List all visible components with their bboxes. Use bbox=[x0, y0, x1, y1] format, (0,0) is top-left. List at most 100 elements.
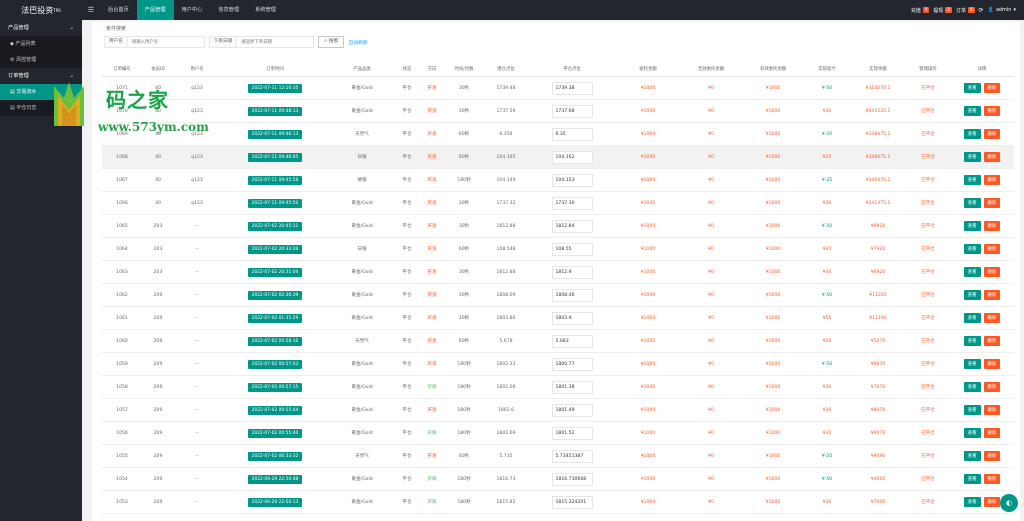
operation-cell: 已平仓 bbox=[906, 490, 950, 514]
delete-button[interactable]: 删除 bbox=[983, 313, 1001, 323]
auto-refresh-link[interactable]: 自动刷新 bbox=[348, 40, 368, 46]
order-time: 2022-07-02 00:57:43 bbox=[247, 359, 303, 369]
valid-amount-cell: ¥1000 bbox=[742, 214, 804, 238]
close-price-cell: 1808.46 bbox=[528, 283, 616, 307]
view-button[interactable]: 查看 bbox=[963, 428, 981, 438]
sidebar-item-close-log[interactable]: ▤ 平仓日志 bbox=[0, 100, 82, 116]
view-button[interactable]: 查看 bbox=[963, 221, 981, 231]
close-price[interactable]: 1800.77 bbox=[551, 357, 593, 371]
delete-button[interactable]: 删除 bbox=[983, 175, 1001, 185]
username-cell: q123 bbox=[174, 76, 220, 100]
delete-button[interactable]: 删除 bbox=[983, 290, 1001, 300]
delete-button[interactable]: 删除 bbox=[983, 359, 1001, 369]
delete-button[interactable]: 删除 bbox=[983, 106, 1001, 116]
view-button[interactable]: 查看 bbox=[963, 198, 981, 208]
search-button[interactable]: ⌕ 搜索 bbox=[318, 36, 345, 48]
view-button[interactable]: 查看 bbox=[963, 359, 981, 369]
valid-amount-cell: ¥1000 bbox=[742, 191, 804, 215]
close-price[interactable]: 5.73451387 bbox=[551, 449, 593, 463]
view-button[interactable]: 查看 bbox=[963, 106, 981, 116]
view-button[interactable]: 查看 bbox=[963, 451, 981, 461]
delete-button[interactable]: 删除 bbox=[983, 221, 1001, 231]
delete-button[interactable]: 删除 bbox=[983, 451, 1001, 461]
view-button[interactable]: 查看 bbox=[963, 267, 981, 277]
view-button[interactable]: 查看 bbox=[963, 244, 981, 254]
delete-button[interactable]: 删除 bbox=[983, 497, 1001, 507]
valid-amount-cell: ¥1000 bbox=[742, 329, 804, 353]
close-price[interactable]: 1812.9 bbox=[551, 265, 593, 279]
recharge-link[interactable]: 充值 0 bbox=[911, 7, 930, 14]
member-id-cell: 209 bbox=[142, 444, 174, 468]
valid-amount-cell: ¥1000 bbox=[742, 352, 804, 376]
actions-cell: 查看 删除 bbox=[950, 444, 1014, 468]
delete-button[interactable]: 删除 bbox=[983, 198, 1001, 208]
nav-info[interactable]: 信息管理 bbox=[218, 7, 240, 13]
close-price[interactable]: 1801.52 bbox=[551, 426, 593, 440]
close-price[interactable]: 104.162 bbox=[551, 150, 593, 164]
nav-system[interactable]: 系统管理 bbox=[255, 7, 276, 13]
close-price[interactable]: 108.55 bbox=[551, 242, 593, 256]
sidebar-group-orders[interactable]: 订单管理 ⌄ bbox=[0, 68, 82, 84]
order-link[interactable]: 订单 0 bbox=[956, 7, 975, 14]
close-price[interactable]: 1737.68 bbox=[551, 104, 593, 118]
pnl-cell: ¥30 bbox=[804, 260, 850, 284]
close-price[interactable]: 1815.324201 bbox=[551, 495, 593, 509]
balance-cell: ¥338475.1 bbox=[850, 122, 906, 146]
column-header: 用户名 bbox=[174, 62, 220, 77]
close-price[interactable]: 1739.38 bbox=[551, 81, 593, 95]
sidebar-item-label: 平仓日志 bbox=[16, 105, 37, 111]
close-price[interactable]: 1801.38 bbox=[551, 380, 593, 394]
view-button[interactable]: 查看 bbox=[963, 336, 981, 346]
close-price[interactable]: 1812.84 bbox=[551, 219, 593, 233]
view-button[interactable]: 查看 bbox=[963, 497, 981, 507]
close-price[interactable]: 1737.30 bbox=[551, 196, 593, 210]
delete-button[interactable]: 删除 bbox=[983, 267, 1001, 277]
delete-button[interactable]: 删除 bbox=[983, 129, 1001, 139]
user-menu[interactable]: 👤 admin ▾ bbox=[988, 7, 1016, 13]
delete-button[interactable]: 删除 bbox=[983, 152, 1001, 162]
delete-button[interactable]: 删除 bbox=[983, 244, 1001, 254]
close-price[interactable]: 1808.46 bbox=[551, 288, 593, 302]
close-price[interactable]: 104.103 bbox=[551, 173, 593, 187]
sidebar-item-product-list[interactable]: ◆ 产品列表 bbox=[0, 36, 82, 52]
sidebar-group-products[interactable]: 产品管理 ⌄ bbox=[0, 20, 82, 36]
delete-button[interactable]: 删除 bbox=[983, 336, 1001, 346]
delete-button[interactable]: 删除 bbox=[983, 382, 1001, 392]
close-price[interactable]: 1816.730668 bbox=[551, 472, 593, 486]
date-input[interactable] bbox=[237, 37, 314, 47]
view-button[interactable]: 查看 bbox=[963, 152, 981, 162]
nav-products[interactable]: 产品管理 bbox=[136, 0, 174, 20]
close-price-cell: 1801.49 bbox=[528, 398, 616, 422]
sidebar-item-trade-flow[interactable]: ▤ 交易流水 bbox=[0, 84, 82, 100]
view-button[interactable]: 查看 bbox=[963, 175, 981, 185]
refresh-icon[interactable]: ⟳ bbox=[978, 6, 984, 14]
float-action-icon[interactable]: ◐ bbox=[1000, 494, 1018, 512]
close-price-cell: 104.103 bbox=[528, 168, 616, 192]
menu-toggle-icon[interactable]: ☰ bbox=[87, 6, 95, 14]
delete-button[interactable]: 删除 bbox=[983, 428, 1001, 438]
delete-button[interactable]: 删除 bbox=[983, 474, 1001, 484]
view-button[interactable]: 查看 bbox=[963, 129, 981, 139]
delete-button[interactable]: 删除 bbox=[983, 405, 1001, 415]
sidebar-item-risk[interactable]: ⚙ 风控管理 bbox=[0, 52, 82, 68]
close-price[interactable]: 1803.9 bbox=[551, 311, 593, 325]
order-time: 2022-07-02 02:36:39 bbox=[247, 290, 303, 300]
view-button[interactable]: 查看 bbox=[963, 313, 981, 323]
close-price[interactable]: 5.683 bbox=[551, 334, 593, 348]
username-input[interactable] bbox=[127, 37, 204, 47]
app-title: 法巴投资 bbox=[21, 5, 54, 15]
view-button[interactable]: 查看 bbox=[963, 290, 981, 300]
close-price[interactable]: 1801.49 bbox=[551, 403, 593, 417]
delete-button[interactable]: 删除 bbox=[983, 83, 1001, 93]
username-cell: q123 bbox=[174, 168, 220, 192]
nav-home[interactable]: 后台首页 bbox=[108, 7, 129, 13]
close-price[interactable]: 6.35 bbox=[551, 127, 593, 141]
member-id-cell: 209 bbox=[142, 352, 174, 376]
nav-users[interactable]: 用户中心 bbox=[181, 7, 203, 13]
view-button[interactable]: 查看 bbox=[963, 474, 981, 484]
withdraw-link[interactable]: 提现 0 bbox=[933, 7, 952, 14]
view-button[interactable]: 查看 bbox=[963, 405, 981, 415]
view-button[interactable]: 查看 bbox=[963, 83, 981, 93]
view-button[interactable]: 查看 bbox=[963, 382, 981, 392]
amount-cell: ¥1000 bbox=[616, 191, 680, 215]
